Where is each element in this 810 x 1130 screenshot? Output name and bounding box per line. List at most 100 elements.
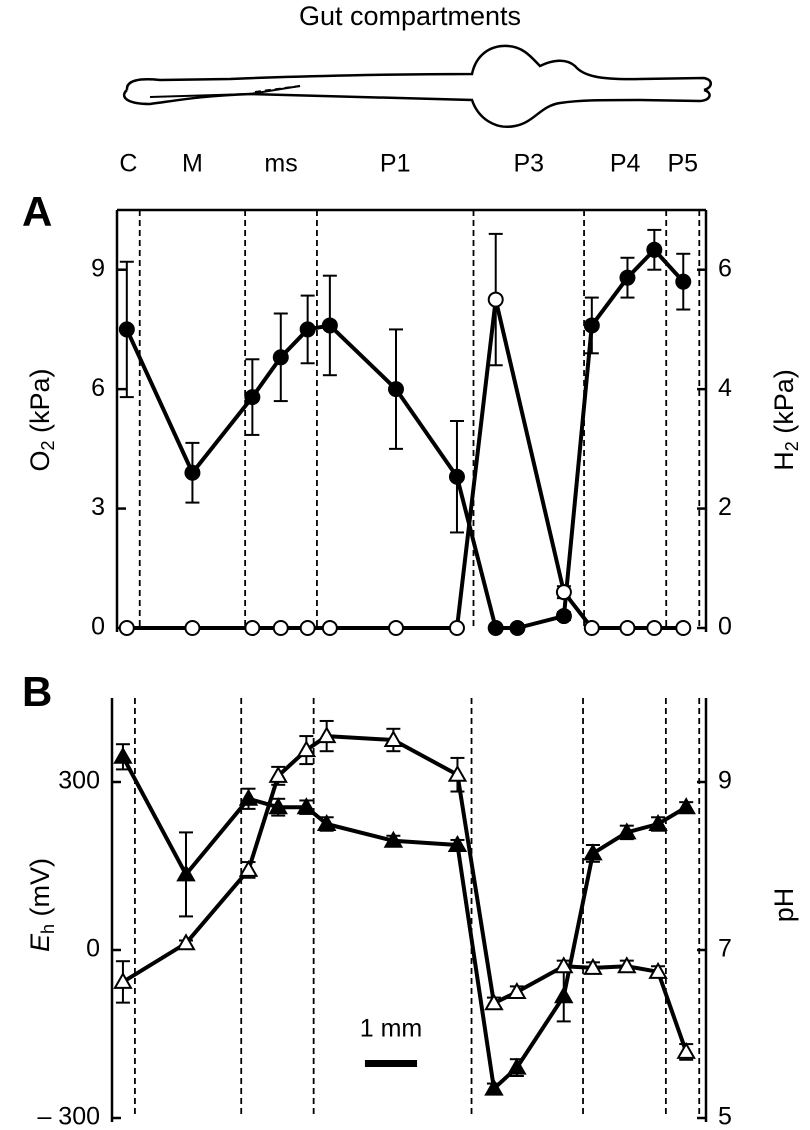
point [238, 859, 259, 877]
point [555, 608, 572, 625]
point [583, 843, 603, 861]
y-tick-label: 0 [86, 935, 100, 963]
y-axis-label-sub: h [38, 924, 58, 934]
point [619, 269, 636, 286]
point [118, 620, 135, 636]
point [675, 620, 692, 636]
scale-bar-label: 1 mm [360, 1015, 423, 1043]
point [316, 726, 337, 744]
gut-outline [122, 44, 712, 129]
point [388, 381, 404, 398]
panel-letter: A [22, 188, 52, 235]
y2-tick-label: 7 [718, 935, 732, 963]
y-axis-label-main: O [25, 451, 55, 472]
point [316, 813, 337, 831]
y2-tick-label: 9 [718, 767, 732, 795]
y2-tick-label: 6 [718, 254, 732, 282]
y-axis-label-sub: 2 [38, 440, 58, 450]
y-tick-label: 9 [91, 254, 105, 282]
point [388, 620, 404, 636]
point [244, 389, 261, 406]
point [321, 317, 338, 334]
point [555, 584, 572, 601]
compartment-label: P5 [667, 150, 698, 178]
point [176, 933, 196, 951]
compartment-label: C [119, 150, 137, 178]
point [675, 273, 692, 290]
point [676, 797, 696, 815]
gut-inner [149, 85, 301, 98]
y-axis-label: O2 (kPa) [25, 368, 58, 471]
point [648, 813, 668, 831]
point [118, 321, 135, 338]
point [244, 620, 261, 636]
y2-tick-label: 0 [718, 613, 732, 641]
compartment-label: P1 [380, 150, 411, 178]
point [487, 620, 504, 636]
point [509, 620, 526, 636]
point [583, 957, 603, 975]
point [507, 1057, 527, 1075]
compartment-label: P4 [610, 150, 641, 178]
scale-bar [364, 1060, 418, 1067]
point [487, 291, 504, 308]
y2-tick-label: 5 [718, 1103, 732, 1130]
point [676, 1041, 696, 1059]
point [238, 788, 259, 806]
point [176, 864, 196, 882]
y2-axis-label-main: pH [769, 888, 799, 923]
point [113, 746, 133, 764]
point [268, 765, 288, 783]
point [646, 241, 663, 258]
point [554, 956, 574, 974]
point [321, 620, 338, 636]
point [648, 961, 668, 979]
y2-tick-label: 2 [718, 493, 732, 521]
point [448, 468, 465, 485]
figure-title: Gut compartments [299, 1, 521, 31]
point [447, 764, 468, 782]
y2-axis-label-sub: 2 [782, 441, 802, 451]
point [299, 620, 316, 636]
y-axis-label-main: E [25, 933, 55, 952]
y-axis-label-unit: (mV) [25, 858, 55, 924]
point [299, 321, 316, 338]
point [272, 620, 289, 636]
point [617, 956, 637, 974]
y-tick-label: 0 [91, 613, 105, 641]
point [484, 1078, 504, 1096]
point [272, 349, 289, 366]
point [296, 797, 317, 815]
point [447, 834, 468, 852]
y-axis-label: Eh (mV) [25, 858, 58, 952]
y2-axis-label: H2 (kPa) [769, 369, 802, 471]
point [646, 620, 663, 636]
point [268, 797, 288, 815]
point [113, 971, 133, 989]
point [507, 981, 527, 999]
point [383, 729, 404, 747]
point [383, 830, 404, 848]
gut-dashed [254, 85, 301, 93]
point [554, 986, 574, 1004]
y-tick-label: – 300 [37, 1103, 100, 1130]
y2-tick-label: 4 [718, 374, 732, 402]
y2-axis-label-main: H [769, 451, 799, 471]
point [484, 993, 504, 1011]
compartment-label: P3 [513, 150, 544, 178]
y2-axis-label-unit: (kPa) [769, 369, 799, 441]
point [184, 464, 201, 481]
point [184, 620, 201, 636]
panel-letter: B [22, 668, 52, 715]
gut-lower [122, 88, 711, 129]
point [448, 620, 465, 636]
y-axis-label-unit: (kPa) [25, 368, 55, 440]
y-tick-label: 3 [91, 493, 105, 521]
point [619, 620, 636, 636]
gut-upper [125, 44, 712, 92]
point [583, 620, 600, 636]
y-tick-label: 300 [58, 767, 100, 795]
y-tick-label: 6 [91, 374, 105, 402]
y2-axis-label: pH [769, 888, 799, 923]
